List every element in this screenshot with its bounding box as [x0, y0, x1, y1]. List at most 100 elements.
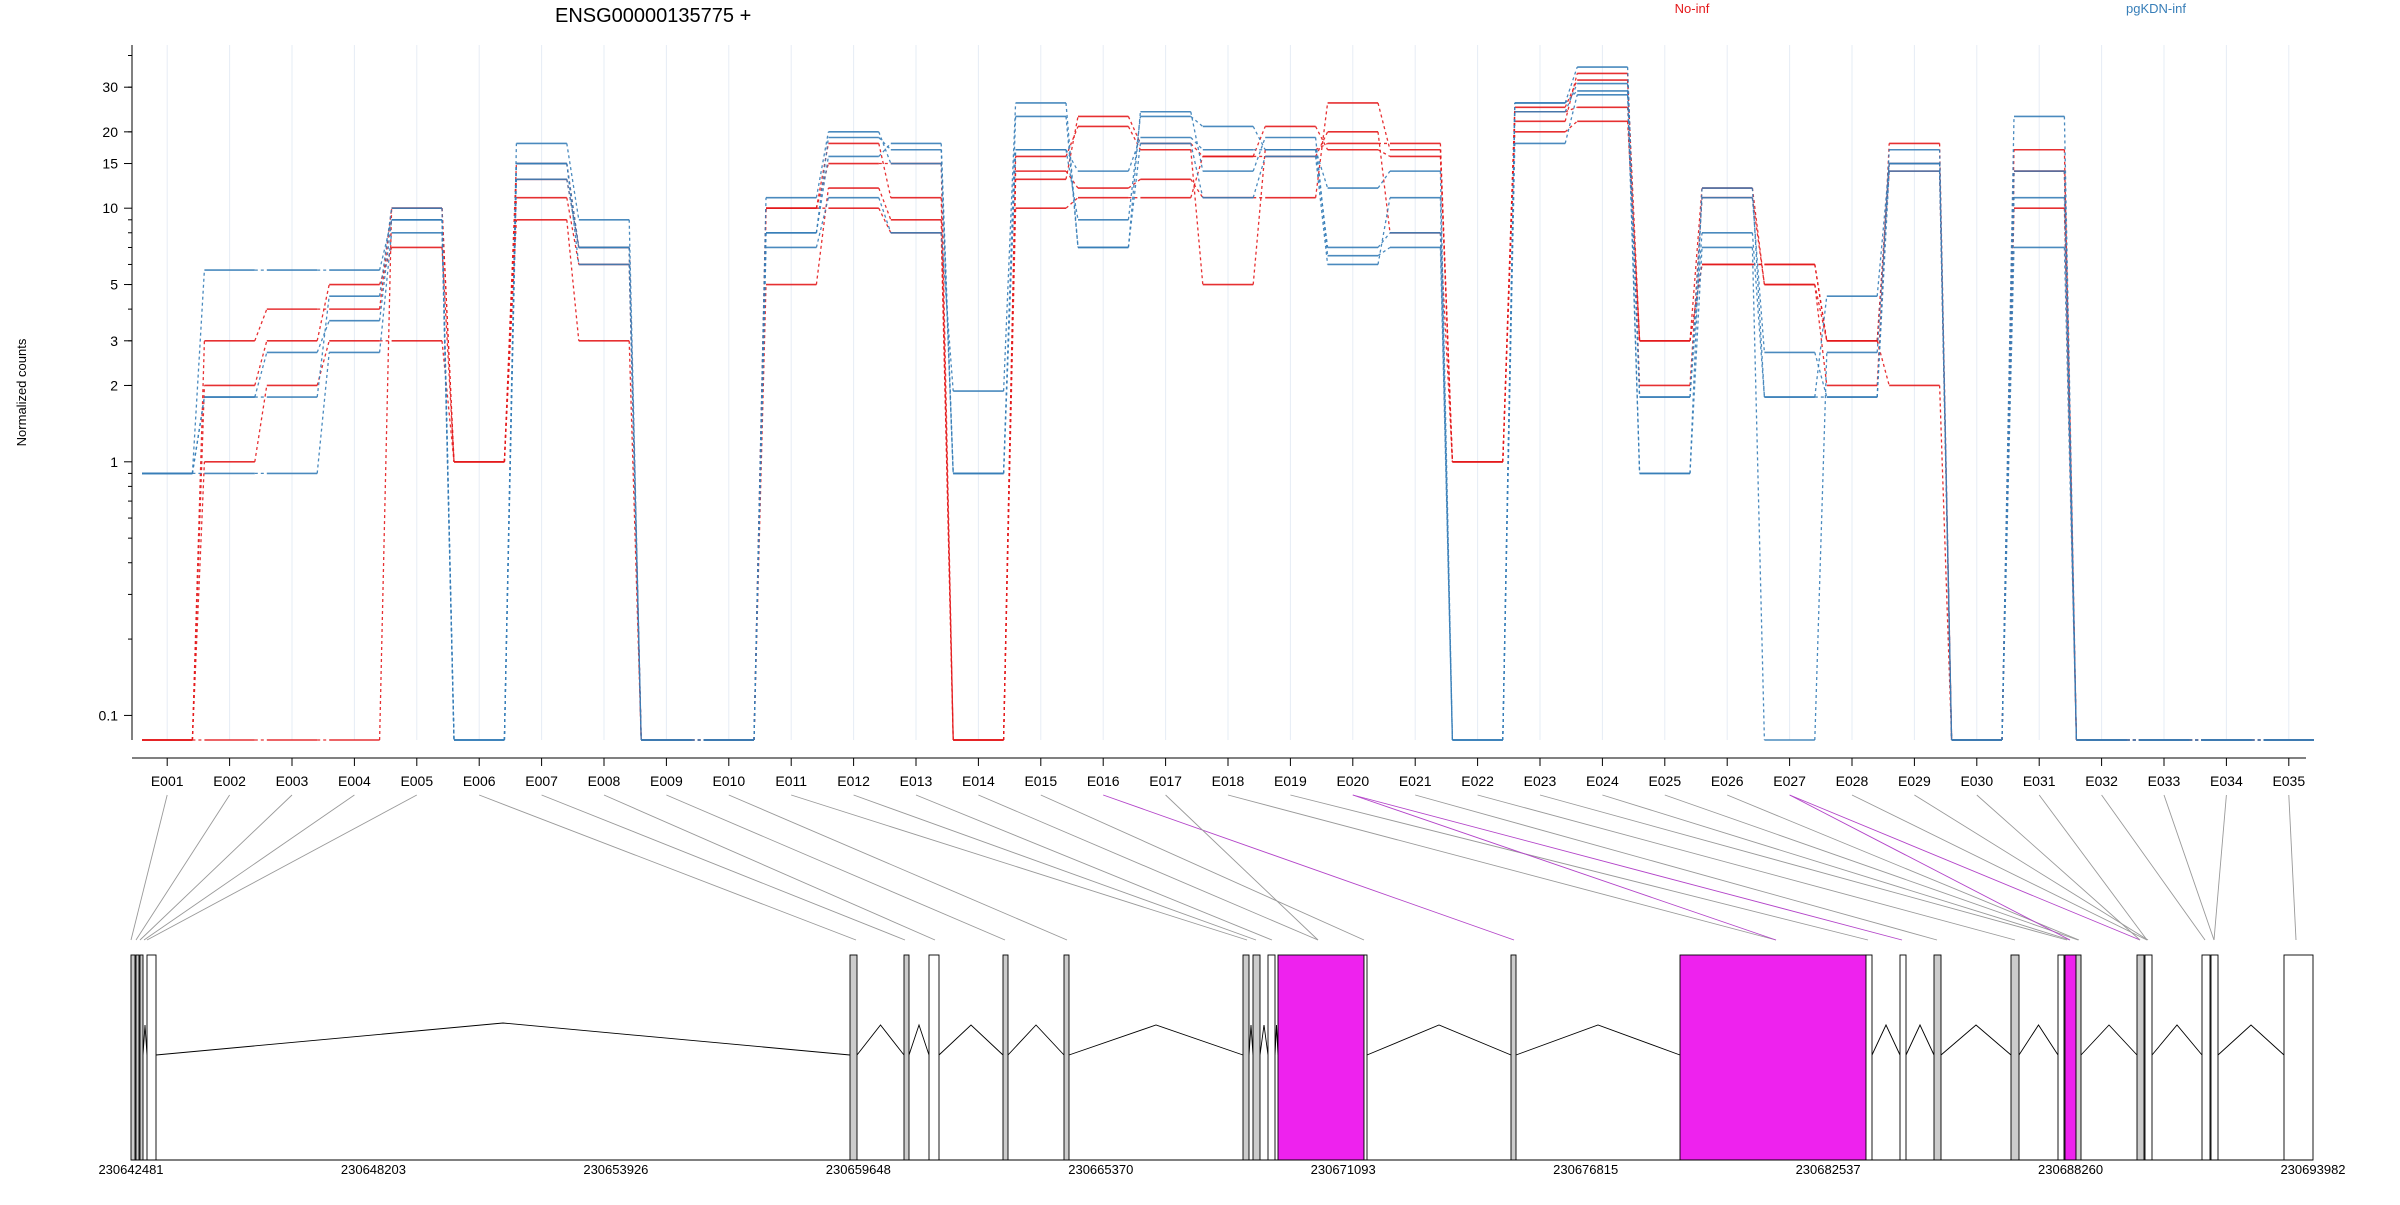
- series-connector: [1938, 385, 1953, 741]
- series-connector: [815, 188, 830, 285]
- x-tick-label-E007: E007: [525, 773, 558, 789]
- x-tick-label-E032: E032: [2085, 773, 2118, 789]
- series-connector: [2001, 171, 2015, 741]
- series-connector: [1814, 352, 1828, 398]
- series-connector: [1751, 247, 1766, 741]
- series-connector: [1190, 111, 1204, 172]
- series-connector: [1252, 126, 1266, 151]
- intron-line: [2217, 1024, 2285, 1056]
- series-connector: [254, 352, 268, 398]
- series-connector: [2001, 116, 2015, 741]
- genome-coordinate-label: 230671093: [1311, 1162, 1376, 1177]
- bin-connector-E002: [135, 794, 230, 941]
- series-connector: [1564, 106, 1578, 113]
- series-connector: [191, 385, 206, 741]
- exon-box: [1933, 954, 1942, 1161]
- series-connector: [503, 163, 518, 462]
- y-tick-label: 30: [102, 79, 118, 95]
- series-connector: [1065, 126, 1079, 157]
- series-connector: [1315, 142, 1328, 151]
- exon-box: [1510, 954, 1517, 1161]
- series-connector: [1564, 94, 1578, 144]
- bin-connector-E019: [1290, 794, 1869, 941]
- intron-line: [2018, 1024, 2059, 1056]
- series-connector: [378, 232, 393, 353]
- series-connector: [1315, 131, 1329, 157]
- x-tick-label-E003: E003: [276, 773, 309, 789]
- x-tick-label-E006: E006: [463, 773, 496, 789]
- series-connector: [1439, 156, 1454, 462]
- series-connector: [1564, 83, 1578, 113]
- series-connector: [1127, 143, 1142, 248]
- x-tick-label-E025: E025: [1648, 773, 1681, 789]
- series-connector: [378, 208, 393, 741]
- series-connector: [1190, 115, 1204, 127]
- bin-connector-E033: [2163, 794, 2215, 941]
- bin-connector-E004: [143, 794, 355, 941]
- intron-line: [1366, 1024, 1512, 1056]
- y-tick-label: 1: [110, 454, 118, 470]
- bin-connector-E016: [1103, 794, 1515, 941]
- exon-box: [2075, 954, 2082, 1161]
- exon-box: [1679, 954, 1867, 1161]
- bin-connector-E006: [479, 794, 857, 941]
- series-connector: [254, 308, 268, 342]
- exon-box: [2010, 954, 2020, 1161]
- series-connector: [1377, 102, 1391, 150]
- bin-connector-E010: [728, 794, 1068, 941]
- intron-line: [2151, 1024, 2203, 1056]
- series-connector: [1751, 197, 1766, 353]
- intron-line: [938, 1024, 1004, 1056]
- x-tick-label-E020: E020: [1336, 773, 1369, 789]
- series-connector: [878, 207, 892, 234]
- bin-connector-E026: [1727, 794, 2080, 941]
- x-tick-label-E005: E005: [400, 773, 433, 789]
- series-connector: [1626, 83, 1641, 474]
- bin-connector-E009: [666, 794, 1006, 941]
- x-tick-label-E024: E024: [1586, 773, 1619, 789]
- series-connector: [1377, 232, 1391, 248]
- series-connector: [815, 197, 830, 248]
- y-tick-label: 10: [102, 200, 118, 216]
- series-connector: [1065, 149, 1079, 172]
- series-connector: [1314, 149, 1329, 248]
- exon-box: [928, 954, 940, 1161]
- series-connector: [254, 385, 268, 462]
- bin-connector-E005: [146, 794, 418, 941]
- series-connector: [1252, 149, 1266, 285]
- bin-connector-E014: [978, 794, 1319, 941]
- bin-connector-E011: [791, 794, 1248, 941]
- x-tick-label-E023: E023: [1524, 773, 1557, 789]
- x-tick-label-E001: E001: [151, 773, 184, 789]
- bin-connector-E023: [1539, 794, 2068, 941]
- bin-connector-E034: [2213, 794, 2227, 941]
- intron-line: [1515, 1024, 1681, 1056]
- exon-box: [2201, 954, 2211, 1161]
- bin-connector-E028: [1851, 794, 2148, 941]
- series-connector: [1689, 188, 1703, 341]
- series-connector: [191, 270, 206, 474]
- series-connector: [1876, 163, 1890, 297]
- series-connector: [1377, 131, 1391, 233]
- y-tick-label: 3: [110, 333, 118, 349]
- exon-box: [1252, 954, 1261, 1161]
- series-connector: [1876, 171, 1890, 398]
- series-connector: [566, 219, 580, 341]
- x-tick-label-E021: E021: [1399, 773, 1432, 789]
- series-connector: [378, 219, 393, 321]
- series-connector: [878, 143, 892, 198]
- series-connector: [566, 163, 580, 265]
- x-tick-label-E018: E018: [1212, 773, 1245, 789]
- intron-line: [1274, 1024, 1279, 1056]
- bin-connector-E012: [853, 794, 1257, 941]
- x-tick-label-E029: E029: [1898, 773, 1931, 789]
- bin-connector-E013: [915, 794, 1273, 941]
- bin-connector-E003: [139, 794, 293, 941]
- x-tick-label-E017: E017: [1149, 773, 1182, 789]
- genome-coordinate-label: 230688260: [2038, 1162, 2103, 1177]
- series-connector: [441, 208, 455, 741]
- intron-line: [1248, 1024, 1254, 1056]
- x-tick-label-E022: E022: [1461, 773, 1494, 789]
- series-connector: [441, 340, 455, 462]
